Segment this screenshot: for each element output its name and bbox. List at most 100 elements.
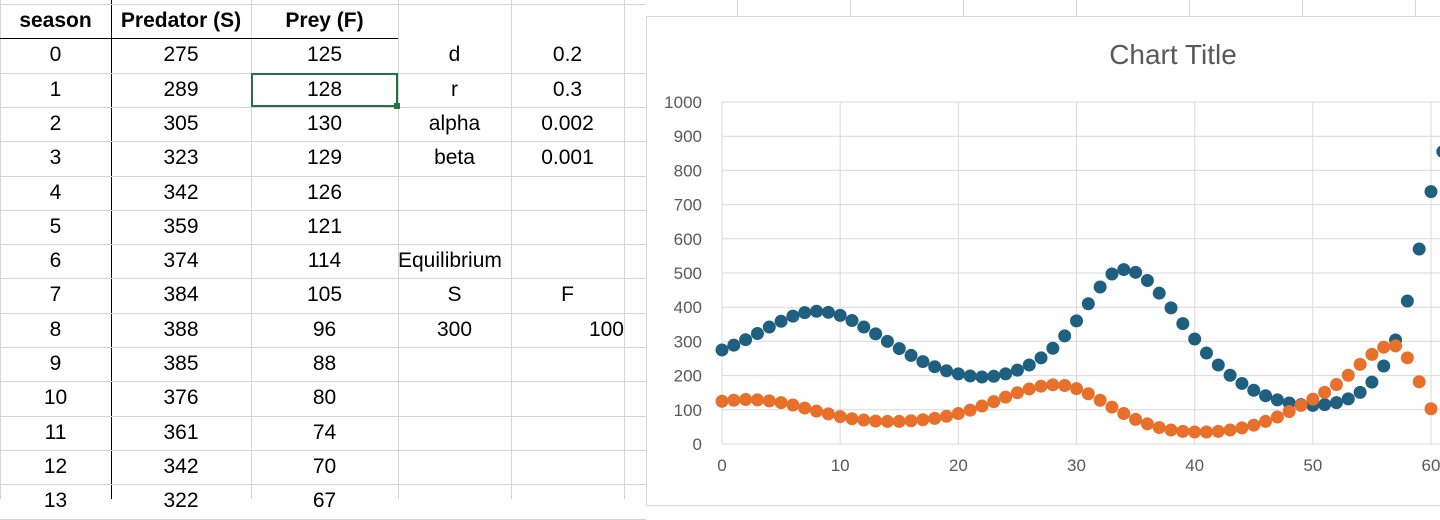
predator-point: [786, 309, 800, 323]
x-tick-label: 20: [949, 456, 968, 475]
cell[interactable]: 121: [306, 214, 343, 238]
prey-point: [880, 414, 894, 428]
prey-point: [1247, 418, 1261, 432]
cell[interactable]: 125: [306, 43, 343, 67]
cell[interactable]: 114: [307, 249, 342, 273]
predator-point: [1034, 351, 1048, 365]
cell[interactable]: 129: [306, 146, 343, 170]
y-tick-label: 100: [674, 401, 702, 420]
fill-handle[interactable]: [394, 102, 400, 109]
chart-area[interactable]: Chart Title 0 100 200 300 400 500 600 700 800 900…: [646, 16, 1440, 506]
param-value[interactable]: 0.002: [541, 111, 594, 135]
cell[interactable]: 130: [306, 111, 343, 135]
cell[interactable]: 88: [312, 352, 337, 375]
equilibrium-s-label[interactable]: S: [447, 283, 462, 307]
cell[interactable]: 3: [49, 146, 62, 170]
cell[interactable]: 67: [312, 489, 337, 513]
param-value[interactable]: 0.3: [552, 77, 583, 101]
cell[interactable]: 384: [163, 283, 199, 307]
header-season[interactable]: season: [19, 9, 92, 32]
chart-title[interactable]: Chart Title: [1109, 39, 1237, 70]
header-prey[interactable]: Prey (F): [285, 9, 364, 32]
predator-point: [1247, 383, 1261, 397]
cell[interactable]: 8: [49, 317, 62, 341]
y-tick-label: 400: [674, 298, 702, 317]
cell[interactable]: 1: [49, 77, 62, 101]
predator-point: [762, 320, 776, 334]
cell[interactable]: 126: [306, 180, 343, 204]
predator-point: [1081, 297, 1095, 311]
prey-point: [1010, 386, 1024, 400]
prey-point: [810, 404, 824, 418]
cell[interactable]: 342: [163, 454, 199, 478]
cell[interactable]: 289: [163, 77, 199, 101]
prey-point: [928, 411, 942, 425]
cell[interactable]: 70: [312, 454, 337, 478]
cell[interactable]: 4: [49, 180, 62, 204]
cell[interactable]: 322: [163, 489, 199, 513]
cell[interactable]: 80: [312, 386, 337, 410]
cell[interactable]: 12: [43, 454, 68, 478]
param-name[interactable]: alpha: [428, 111, 481, 135]
cell[interactable]: 10: [43, 386, 68, 410]
equilibrium-f-value[interactable]: 100: [588, 317, 624, 341]
cell[interactable]: 6: [49, 249, 62, 273]
predator-point: [999, 367, 1013, 381]
param-name[interactable]: r: [451, 77, 458, 101]
predator-point: [774, 314, 788, 328]
cell[interactable]: 361: [163, 420, 199, 444]
cell[interactable]: 275: [163, 43, 199, 67]
predator-point: [727, 338, 741, 352]
cell[interactable]: 7: [49, 283, 62, 307]
cell[interactable]: 376: [163, 386, 199, 410]
predator-point: [810, 304, 824, 318]
cell[interactable]: 388: [163, 317, 199, 341]
predator-point: [1010, 363, 1024, 377]
x-tick-label: 10: [831, 456, 850, 475]
cell[interactable]: 2: [49, 111, 62, 135]
cell[interactable]: 11: [44, 420, 67, 444]
equilibrium-f-label[interactable]: F: [561, 283, 574, 307]
cell[interactable]: 305: [163, 111, 199, 135]
row-divider: [0, 244, 646, 246]
prey-point: [1105, 400, 1119, 414]
prey-point: [857, 413, 871, 427]
column-divider: [511, 0, 512, 499]
cell[interactable]: 128: [306, 77, 343, 101]
param-name[interactable]: d: [448, 43, 461, 67]
column-divider: [0, 0, 1, 499]
header-predator[interactable]: Predator (S): [120, 9, 242, 32]
param-value[interactable]: 0.2: [552, 43, 583, 67]
prey-point: [951, 407, 965, 421]
cell[interactable]: 105: [306, 283, 343, 307]
cell[interactable]: 5: [49, 214, 62, 238]
x-tick-label: 60: [1422, 456, 1440, 475]
cell[interactable]: 374: [163, 249, 199, 273]
prey-point: [1022, 382, 1036, 396]
row-divider: [0, 518, 646, 520]
predator-point: [1152, 286, 1166, 300]
cell[interactable]: 0: [49, 43, 62, 67]
cell[interactable]: 385: [163, 352, 199, 375]
equilibrium-label[interactable]: Equilibrium: [398, 249, 502, 273]
y-tick-label: 500: [674, 264, 702, 283]
cell[interactable]: 9: [49, 352, 62, 375]
prey-point: [845, 412, 859, 426]
row-divider: [0, 4, 646, 5]
equilibrium-s-value[interactable]: 300: [436, 317, 473, 341]
cell[interactable]: 342: [163, 180, 199, 204]
predator-point: [987, 369, 1001, 383]
predator-point: [1353, 385, 1367, 399]
param-value[interactable]: 0.001: [541, 146, 594, 170]
cell[interactable]: 13: [43, 489, 68, 513]
predator-point: [798, 306, 812, 320]
predator-point: [1188, 332, 1202, 346]
x-tick-label: 0: [717, 456, 726, 475]
cell[interactable]: 359: [163, 214, 199, 238]
param-name[interactable]: beta: [434, 146, 475, 170]
cell[interactable]: 96: [312, 317, 337, 341]
cell[interactable]: 74: [312, 420, 337, 444]
predator-point: [1436, 145, 1440, 158]
predator-point: [1270, 393, 1284, 407]
cell[interactable]: 323: [163, 146, 199, 170]
